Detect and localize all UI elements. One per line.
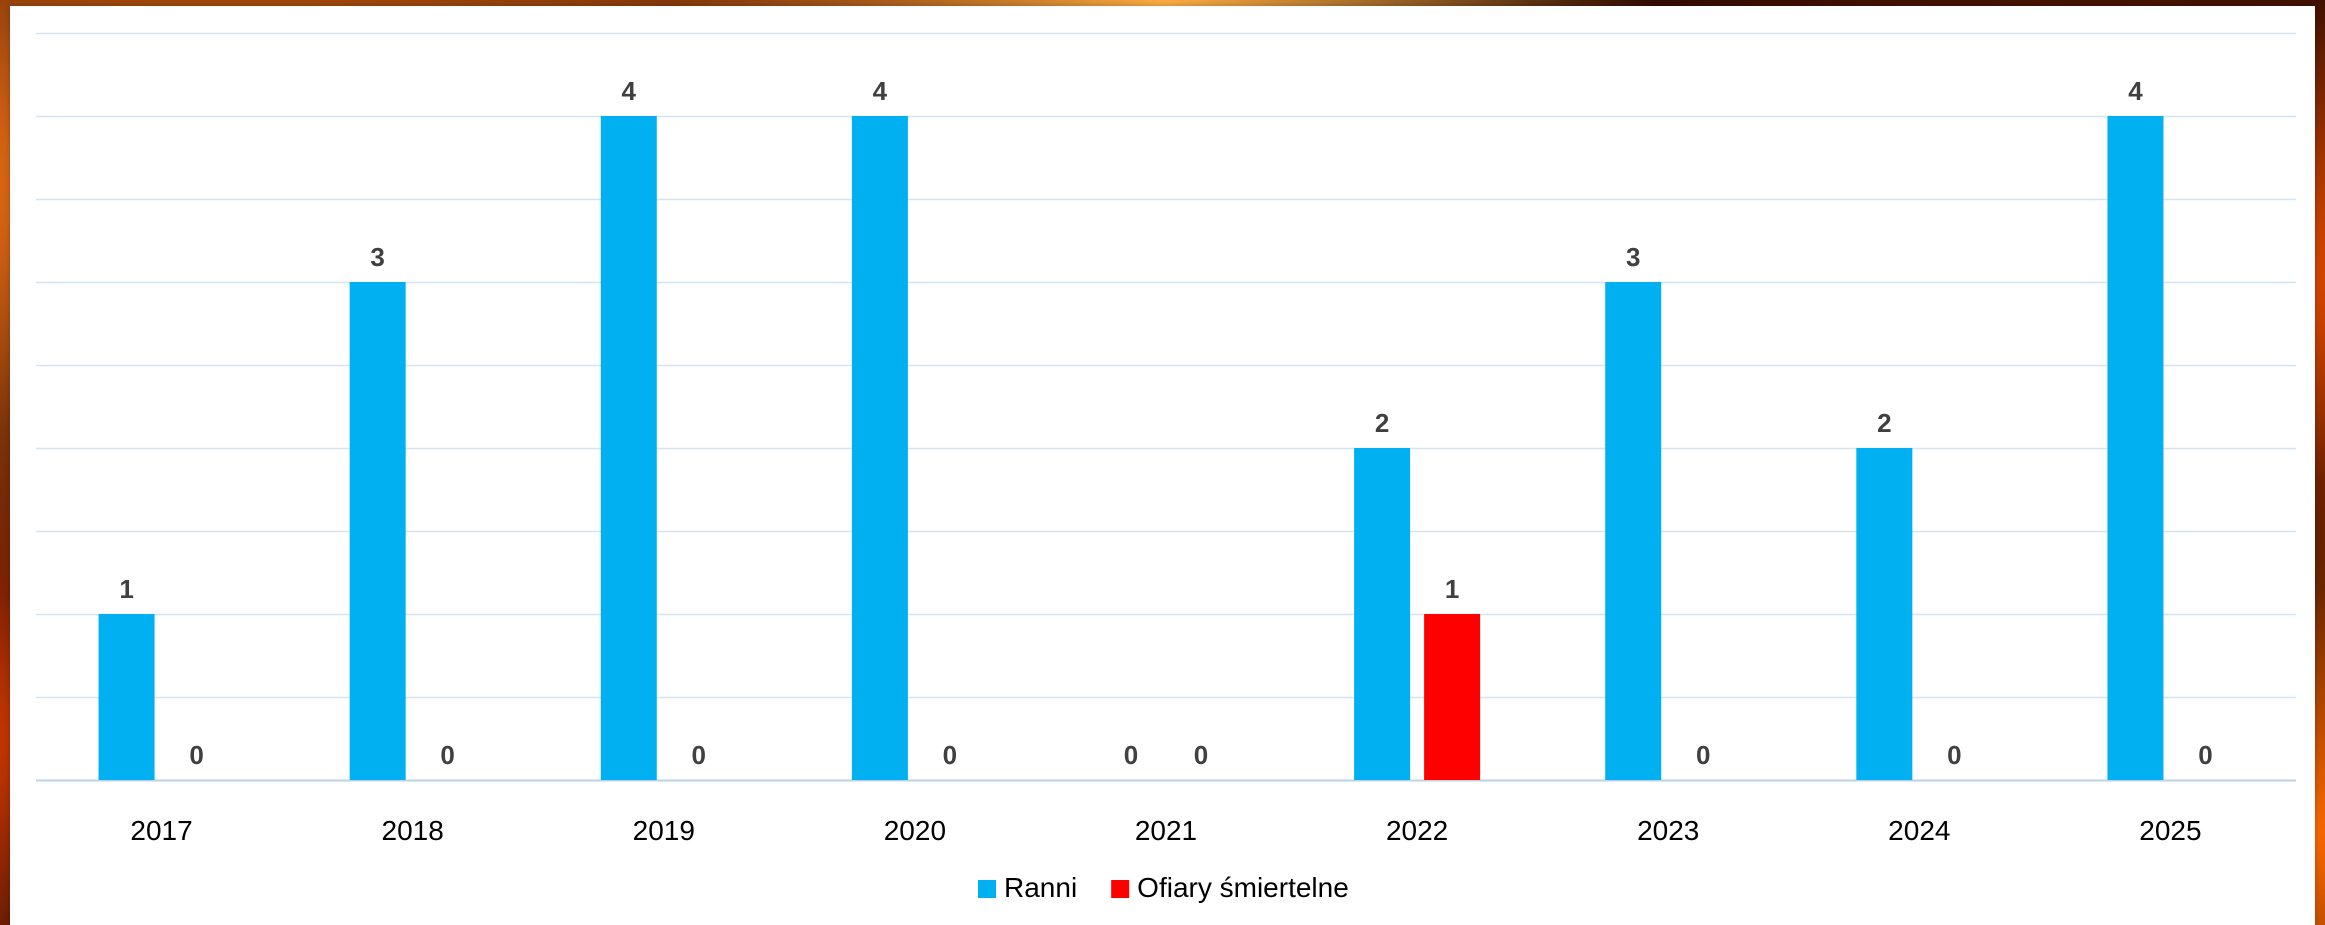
x-tick-label: 2022 xyxy=(1386,815,1448,846)
x-tick-label: 2024 xyxy=(1888,815,1950,846)
legend-swatch xyxy=(1111,880,1130,898)
data-label: 0 xyxy=(692,740,706,770)
bar-ranni-2023 xyxy=(1605,282,1662,780)
data-label: 0 xyxy=(440,740,454,770)
x-tick-label: 2023 xyxy=(1637,815,1699,846)
bar-ranni-2019 xyxy=(600,116,657,780)
data-label: 2 xyxy=(1877,408,1891,438)
x-tick-label: 2018 xyxy=(382,815,444,846)
legend: Ranni Ofiary śmiertelne xyxy=(978,872,1349,903)
data-label: 0 xyxy=(2198,740,2212,770)
data-label: 0 xyxy=(943,740,957,770)
bar-ranni-2022 xyxy=(1354,448,1411,780)
bar-ofiary-miertelne-2022 xyxy=(1424,614,1481,780)
data-label: 2 xyxy=(1375,408,1389,438)
data-label: 1 xyxy=(1445,574,1459,604)
data-label: 3 xyxy=(1626,242,1640,272)
x-axis: 2017 2018 2019 2020 2021 2022 2023 2024 2025 xyxy=(130,815,2201,846)
legend-label: Ranni xyxy=(1004,872,1077,903)
x-tick-label: 2019 xyxy=(633,815,695,846)
bar-ranni-2018 xyxy=(349,282,406,780)
data-label: 0 xyxy=(189,740,203,770)
bar-ranni-2025 xyxy=(2107,116,2164,780)
data-label: 0 xyxy=(1124,740,1138,770)
bar-ranni-2024 xyxy=(1856,448,1913,780)
bar-ranni-2017 xyxy=(98,614,155,780)
data-label: 4 xyxy=(2128,76,2143,106)
gridlines xyxy=(36,32,2296,782)
data-label: 3 xyxy=(370,242,384,272)
legend-label: Ofiary śmiertelne xyxy=(1137,872,1349,903)
x-tick-label: 2021 xyxy=(1135,815,1197,846)
x-tick-label: 2025 xyxy=(2139,815,2201,846)
data-label: 4 xyxy=(622,76,637,106)
bar-ranni-2020 xyxy=(851,116,908,780)
legend-swatch xyxy=(978,880,996,898)
data-label: 4 xyxy=(873,76,888,106)
data-labels: 1 0 3 0 4 0 4 0 0 0 2 1 3 0 2 0 4 0 xyxy=(119,76,2212,770)
x-tick-label: 2017 xyxy=(130,815,192,846)
data-label: 1 xyxy=(119,574,133,604)
bars xyxy=(98,116,2164,780)
data-label: 0 xyxy=(1696,740,1710,770)
data-label: 0 xyxy=(1947,740,1961,770)
x-tick-label: 2020 xyxy=(884,815,946,846)
data-label: 0 xyxy=(1194,740,1208,770)
